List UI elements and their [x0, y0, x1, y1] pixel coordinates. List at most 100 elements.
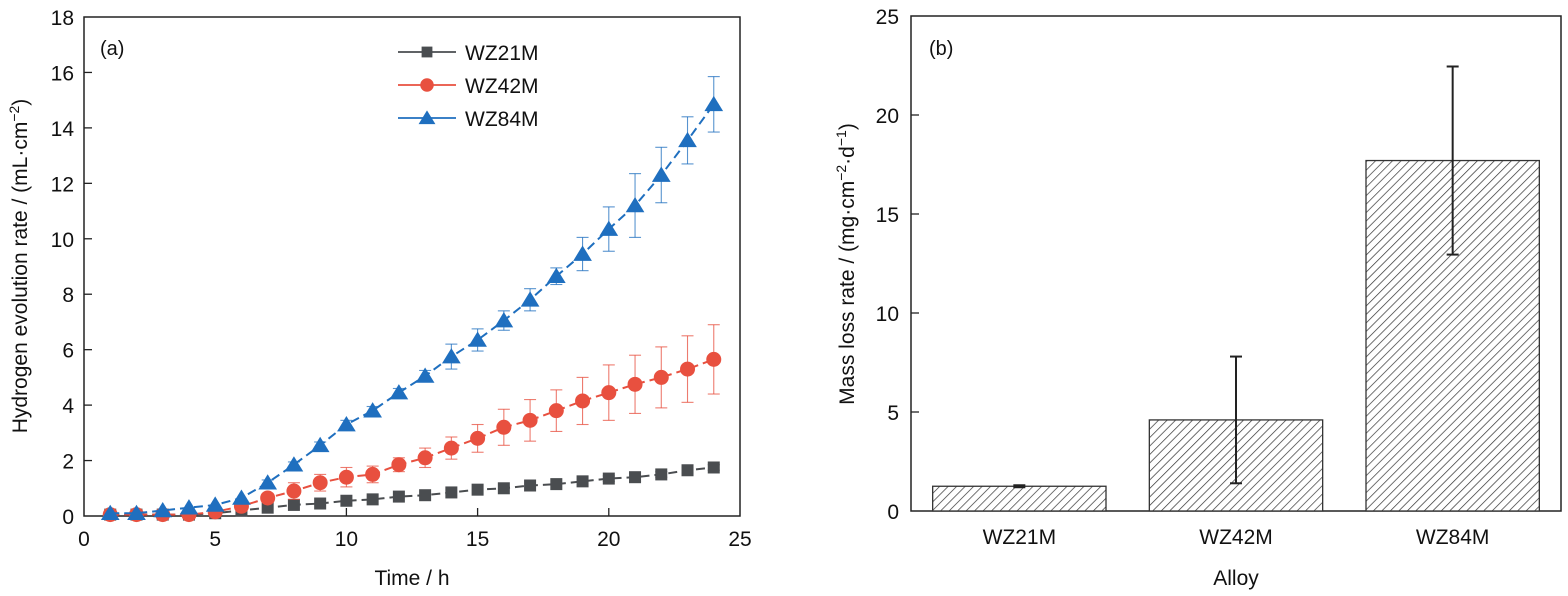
data-point — [127, 504, 146, 521]
data-point — [153, 501, 173, 518]
y-tick-label: 2 — [62, 451, 74, 474]
legend-label: WZ42M — [465, 75, 539, 98]
data-point — [232, 489, 251, 505]
y-tick-label: 15 — [876, 204, 899, 227]
legend-item-wz84m: WZ84M — [398, 108, 539, 131]
x-tick-label: 5 — [209, 528, 221, 551]
data-point — [284, 456, 304, 472]
y-tick-label: 16 — [51, 62, 74, 85]
data-point — [260, 490, 276, 506]
data-point — [522, 412, 538, 428]
legend-marker-icon — [418, 110, 436, 125]
data-point — [419, 489, 432, 502]
data-point — [629, 471, 642, 484]
data-point — [655, 468, 668, 481]
x-tick-label: 25 — [728, 528, 751, 551]
y-tick-label: 10 — [51, 229, 74, 252]
y-tick-label: 0 — [62, 506, 74, 529]
x-axis-ticks-a: 0 5 10 15 20 25 — [78, 508, 752, 551]
data-point — [524, 479, 537, 492]
data-point — [625, 197, 645, 213]
data-point — [550, 478, 563, 491]
y-tick-label: 25 — [876, 6, 899, 29]
data-point — [576, 475, 589, 488]
bars-b: WZ21M WZ42M WZ84M — [932, 65, 1540, 549]
y-tick-label: 18 — [51, 7, 74, 30]
data-point — [599, 220, 619, 236]
legend-item-wz21m: WZ21M — [398, 42, 539, 65]
x-tick-label: WZ21M — [983, 526, 1057, 549]
data-point — [707, 461, 720, 474]
y-tick-label: 10 — [876, 303, 899, 326]
data-point — [258, 474, 278, 490]
x-tick-label: 10 — [335, 528, 358, 551]
data-point — [389, 384, 409, 400]
data-point — [391, 457, 407, 473]
data-point — [471, 483, 484, 496]
y-axis-ticks-b: 0 5 10 15 20 25 — [876, 6, 919, 524]
y-tick-label: 14 — [51, 118, 75, 141]
series-line — [110, 103, 715, 515]
y-tick-label: 0 — [887, 501, 899, 524]
x-tick-label: 20 — [597, 528, 620, 551]
series-line — [110, 358, 715, 516]
data-point — [179, 499, 199, 515]
legend-marker-icon — [421, 46, 433, 58]
data-point — [678, 131, 697, 148]
data-point — [337, 416, 356, 432]
data-point — [470, 430, 486, 446]
data-point — [706, 351, 722, 367]
data-point — [601, 385, 617, 401]
legend-a: WZ21M WZ42M WZ84M — [398, 42, 539, 131]
data-point — [286, 483, 302, 499]
y-tick-label: 12 — [51, 173, 74, 196]
x-tick-label: WZ84M — [1416, 526, 1490, 549]
series-wz42m — [102, 324, 722, 523]
data-point — [310, 436, 330, 453]
legend-marker-icon — [420, 78, 434, 92]
bar — [932, 485, 1107, 512]
data-point — [392, 490, 405, 503]
legend-label: WZ84M — [465, 108, 539, 131]
data-point — [366, 493, 379, 506]
y-tick-label: 4 — [62, 395, 74, 418]
y-axis-ticks-a: 0 2 4 6 8 10 12 14 16 18 — [51, 7, 92, 529]
data-point — [363, 402, 382, 418]
data-point — [100, 504, 120, 521]
data-point — [496, 419, 512, 435]
x-tick-label: WZ42M — [1199, 526, 1273, 549]
legend-label: WZ21M — [465, 42, 539, 65]
data-point — [287, 498, 300, 511]
data-point — [494, 312, 514, 328]
data-point — [205, 496, 225, 512]
data-point — [680, 361, 696, 377]
data-point — [314, 497, 327, 510]
series-group-a — [100, 76, 724, 523]
data-point — [704, 95, 724, 112]
y-tick-label: 5 — [887, 402, 899, 425]
data-point — [546, 267, 566, 284]
y-tick-label: 20 — [876, 105, 899, 128]
data-point — [653, 369, 669, 385]
series-wz84m — [100, 76, 724, 521]
data-point — [443, 440, 459, 456]
panel-b-bar-chart: 0 5 10 15 20 25 (b) WZ21M WZ42M WZ84M Alloy Mas… — [833, 6, 1562, 590]
bar-group-wz84m: WZ84M — [1365, 65, 1540, 549]
y-axis-title-b: Mass loss rate / (mg·cm−2·d−1) — [833, 123, 859, 405]
x-axis-title-a: Time / h — [374, 567, 449, 590]
data-point — [651, 166, 671, 182]
x-tick-label: 15 — [466, 528, 489, 551]
data-point — [468, 331, 487, 347]
y-tick-label: 6 — [62, 340, 74, 363]
bar-group-wz21m: WZ21M — [932, 484, 1107, 549]
data-point — [602, 472, 615, 485]
data-point — [340, 494, 353, 507]
data-point — [573, 245, 592, 261]
data-point — [417, 450, 433, 466]
data-point — [681, 464, 694, 477]
data-point — [312, 475, 328, 491]
data-point — [497, 482, 510, 495]
legend-item-wz42m: WZ42M — [398, 75, 539, 98]
